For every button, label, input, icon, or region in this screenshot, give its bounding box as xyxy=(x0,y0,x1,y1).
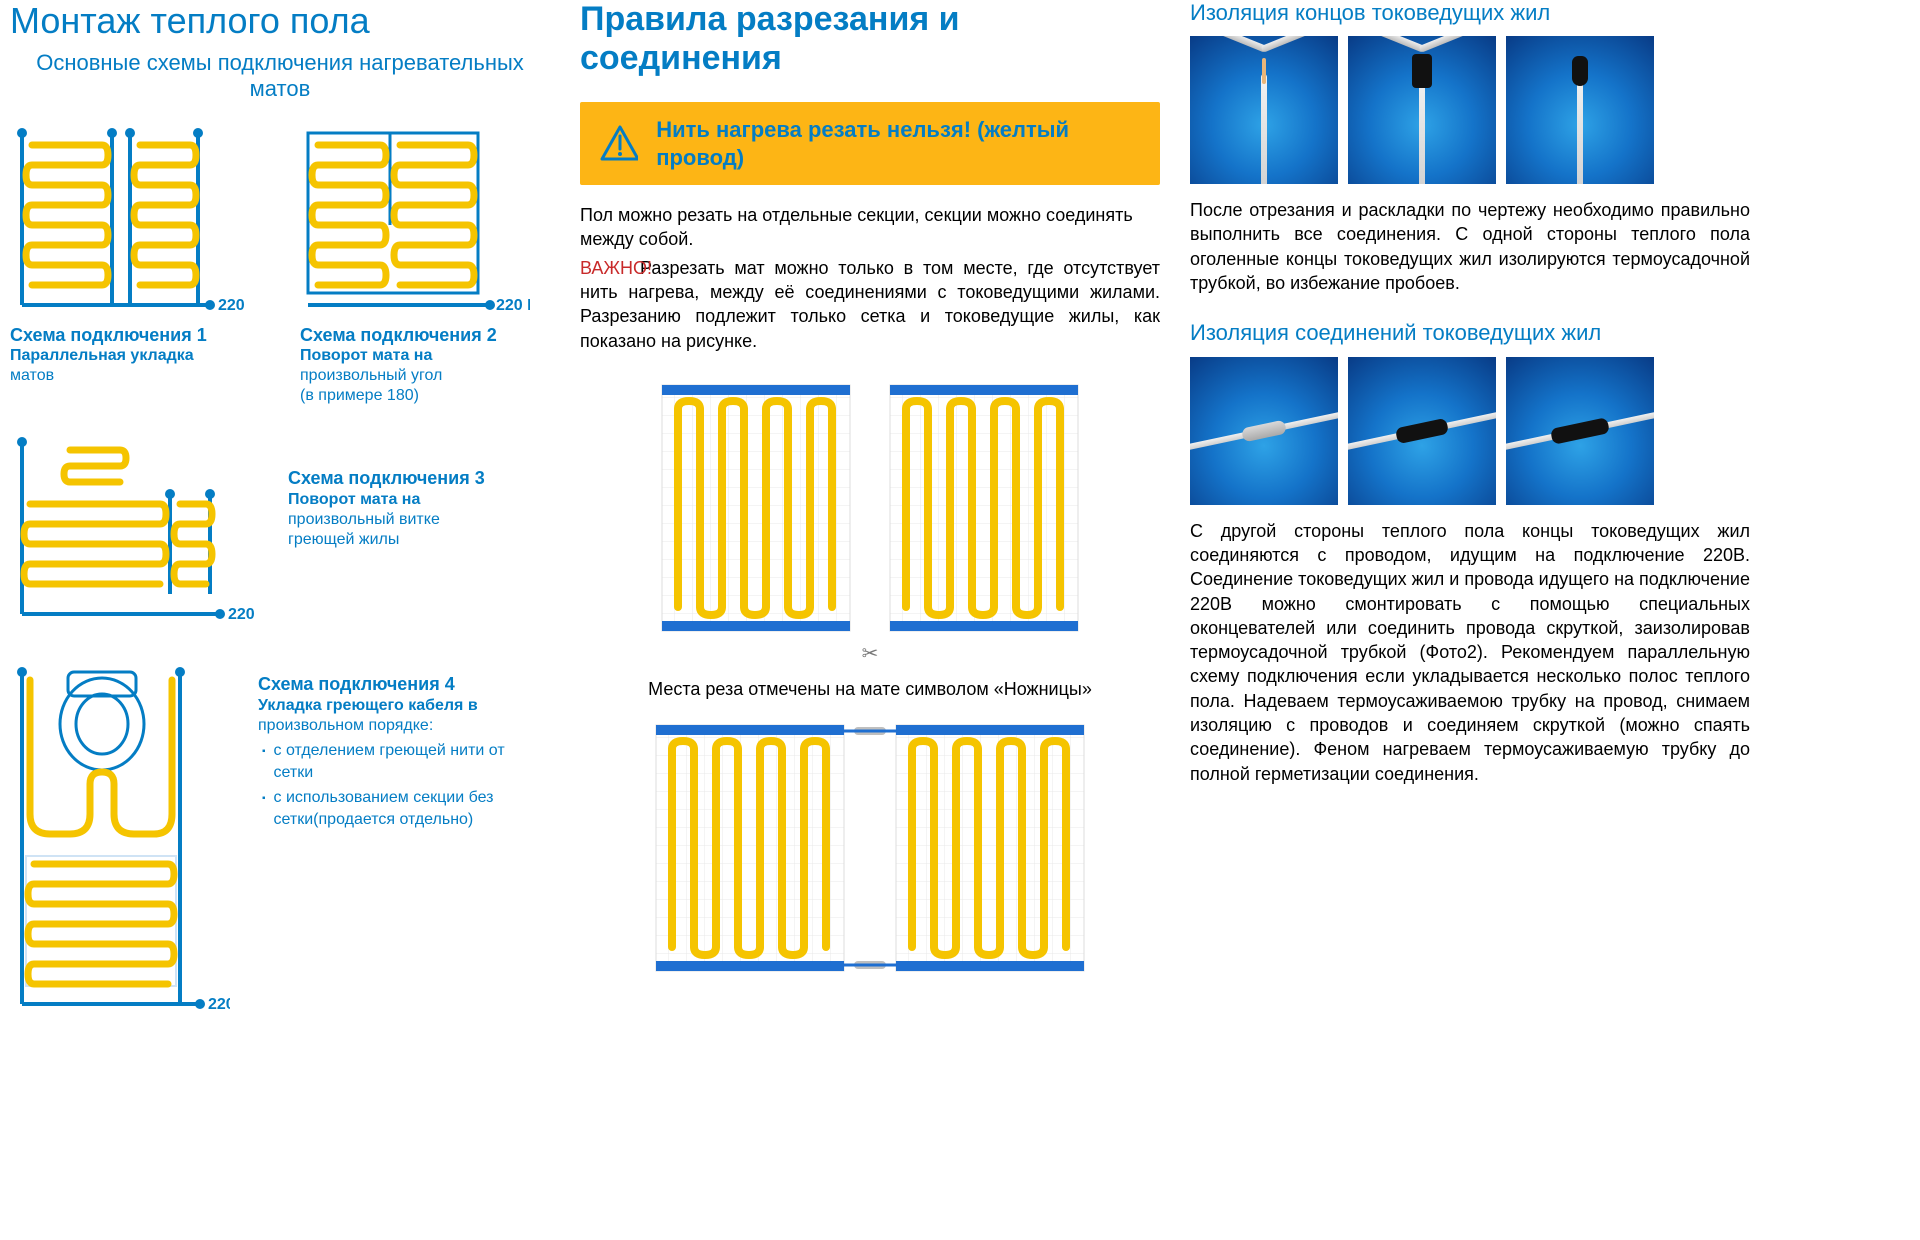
scheme-1: 220 В Схема подключения 1 Параллельная у… xyxy=(10,125,250,407)
scheme-row-1-2: 220 В Схема подключения 1 Параллельная у… xyxy=(10,125,550,407)
scheme4-text: произвольном порядке: xyxy=(258,716,508,736)
left-title: Монтаж теплого пола xyxy=(10,0,550,42)
photo-endcap-1 xyxy=(1190,36,1338,184)
scheme1-text: матов xyxy=(10,366,250,386)
scheme-4-row: 220 В Схема подключения 4 Укладка греюще… xyxy=(10,664,550,1024)
scheme3-text2: греющей жилы xyxy=(288,530,485,550)
warning-icon xyxy=(600,124,638,164)
scheme3-title: Схема подключения 3 xyxy=(288,468,485,490)
right-column: Изоляция концов токоведущих жил После от… xyxy=(1190,0,1750,1240)
scheme-3-svg: 220 В xyxy=(10,434,260,634)
mat-pair-top xyxy=(580,379,1160,637)
scheme-3-text: Схема подключения 3 Поворот мата на прои… xyxy=(288,434,485,550)
scheme3-bold: Поворот мата на xyxy=(288,490,485,510)
mat-svg-3 xyxy=(650,719,850,977)
right-para1: После отрезания и раскладки по чертежу н… xyxy=(1190,198,1750,295)
scheme2-bold: Поворот мата на xyxy=(300,346,530,366)
photo-joint-2 xyxy=(1348,357,1496,505)
mid-title: Правила разрезания и соединения xyxy=(580,0,1160,78)
mat-pair-bottom xyxy=(580,719,1160,977)
photo-joint-3 xyxy=(1506,357,1654,505)
middle-column: Правила разрезания и соединения Нить наг… xyxy=(580,0,1160,1240)
volt-label: 220 В xyxy=(218,297,250,314)
right-hd2: Изоляция соединений токоведущих жил xyxy=(1190,319,1750,347)
photo-endcap-3 xyxy=(1506,36,1654,184)
left-column: Монтаж теплого пола Основные схемы подкл… xyxy=(10,0,550,1240)
volt-label: 220 В xyxy=(208,996,230,1013)
photo-joint-1 xyxy=(1190,357,1338,505)
scheme4-bold: Укладка греющего кабеля в xyxy=(258,696,508,716)
left-subtitle: Основные схемы подключения нагревательны… xyxy=(10,50,550,103)
scheme-1-svg: 220 В xyxy=(10,125,250,325)
scheme2-text2: (в примере 180) xyxy=(300,386,530,406)
scheme-2-svg: 220 В xyxy=(300,125,530,325)
scheme-3-row: 220 В Схема подключения 3 Поворот мата н… xyxy=(10,434,550,634)
scheme2-title: Схема подключения 2 xyxy=(300,325,530,347)
scheme-4-svg: 220 В xyxy=(10,664,230,1024)
volt-label: 220 В xyxy=(496,297,530,314)
mat-svg-1 xyxy=(656,379,856,637)
scheme4-bullet-1: с отделением греющей нити от сетки xyxy=(262,740,508,783)
scheme4-bullets: с отделением греющей нити от сетки с исп… xyxy=(258,736,508,830)
right-para2: С другой стороны теплого пола концы токо… xyxy=(1190,519,1750,786)
photo-row-2 xyxy=(1190,357,1750,505)
mid-caption: Места реза отмечены на мате символом «Но… xyxy=(580,678,1160,701)
scissors-icon: ✂ xyxy=(580,641,1160,666)
mid-para1: Пол можно резать на отдельные секции, се… xyxy=(580,203,1160,252)
mat-svg-4 xyxy=(890,719,1090,977)
warning-text: Нить нагрева резать нельзя! (желтый пров… xyxy=(656,116,1140,171)
scheme2-text1: произвольный угол xyxy=(300,366,530,386)
photo-row-1 xyxy=(1190,36,1750,184)
scheme3-text1: произвольный витке xyxy=(288,510,485,530)
vazhno-label: ВАЖНО! xyxy=(580,256,652,280)
photo-endcap-2 xyxy=(1348,36,1496,184)
scheme1-title: Схема подключения 1 xyxy=(10,325,250,347)
mat-svg-2 xyxy=(884,379,1084,637)
scheme-2: 220 В Схема подключения 2 Поворот мата н… xyxy=(300,125,530,407)
scheme4-bullet-2: с использованием секции без сетки(продае… xyxy=(262,787,508,830)
volt-label: 220 В xyxy=(228,606,260,623)
mid-para2: Разрезать мат можно только в том месте, … xyxy=(580,258,1160,351)
scheme-4-text: Схема подключения 4 Укладка греющего каб… xyxy=(258,664,508,830)
mat-connector xyxy=(840,719,900,977)
right-hd1: Изоляция концов токоведущих жил xyxy=(1190,0,1750,26)
scheme4-title: Схема подключения 4 xyxy=(258,674,508,696)
scheme1-bold: Параллельная укладка xyxy=(10,346,250,366)
warning-box: Нить нагрева резать нельзя! (желтый пров… xyxy=(580,102,1160,185)
mid-para2-wrap: ВАЖНО! Разрезать мат можно только в том … xyxy=(580,256,1160,353)
